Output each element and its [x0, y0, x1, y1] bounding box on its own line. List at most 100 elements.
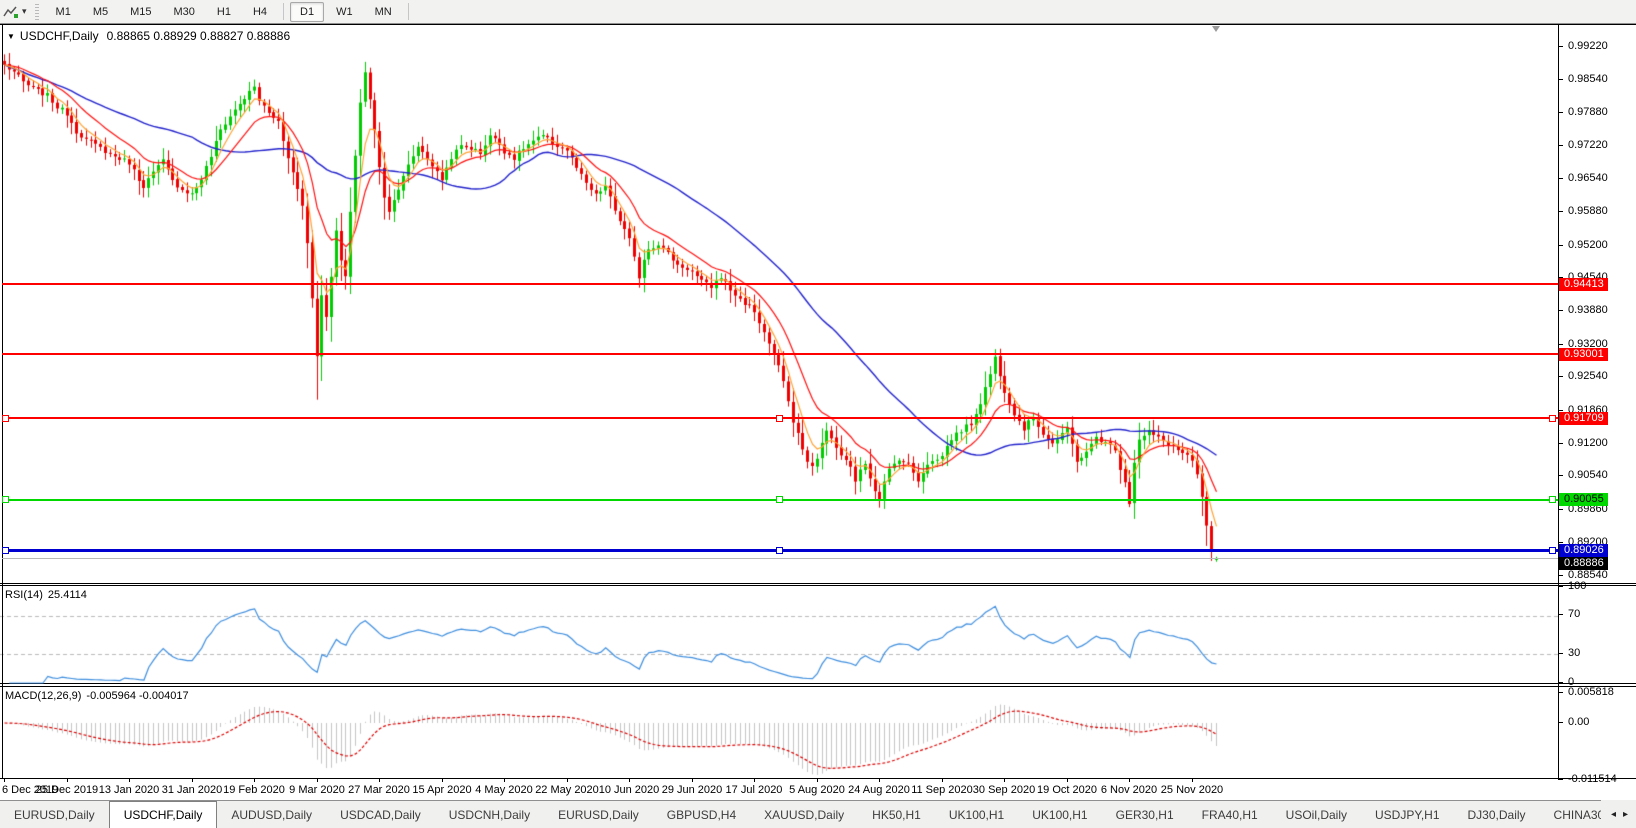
timeframe-m1[interactable]: M1: [55, 5, 71, 18]
date-label-143: 29 Jun 2020: [661, 784, 723, 796]
tab-uk100-h1[interactable]: UK100,H1: [1032, 807, 1088, 822]
hline-handle-2[interactable]: [1549, 496, 1556, 503]
hline-handle-0[interactable]: [2, 415, 9, 422]
hline-price-flag: 0.93001: [1559, 348, 1608, 361]
title-dropdown-icon[interactable]: ▼: [7, 31, 15, 41]
timeframe-m30[interactable]: M30: [173, 5, 195, 18]
tab-ger30-h1[interactable]: GER30,H1: [1115, 807, 1174, 822]
price-tick-0.96540: 0.96540: [1558, 172, 1608, 185]
chart-tab-bar: EURUSD,Daily USDCHF,Daily AUDUSD,Daily USDC…: [0, 800, 1636, 828]
date-tick: [754, 779, 755, 782]
tab-fra40-h1[interactable]: FRA40,H1: [1201, 807, 1258, 822]
price-tick-0.97880: 0.97880: [1558, 106, 1608, 119]
date-tick: [1004, 779, 1005, 782]
tab-dj30-daily[interactable]: DJ30,Daily: [1467, 807, 1526, 822]
date-label-208: 30 Sep 2020: [972, 784, 1036, 796]
shift-marker-icon[interactable]: [1212, 26, 1220, 32]
tab-usoil-daily[interactable]: USOil,Daily: [1285, 807, 1348, 822]
date-label-182: 24 Aug 2020: [848, 784, 910, 796]
macd-values: -0.005964 -0.004017: [86, 690, 189, 702]
rsi-tick-100: 100: [1558, 580, 1586, 593]
date-label-117: 22 May 2020: [535, 784, 599, 796]
price-tick-0.89860: 0.89860: [1558, 503, 1608, 516]
hline-0.94413[interactable]: [2, 283, 1558, 285]
timeframe-h1[interactable]: H1: [216, 5, 231, 18]
macd-canvas[interactable]: [0, 688, 1558, 779]
tab-scroll-right-icon[interactable]: ▸: [1622, 808, 1628, 820]
date-tick: [379, 779, 380, 782]
price-axis-line: [1558, 24, 1559, 779]
date-tick: [129, 779, 130, 782]
date-label-52: 19 Feb 2020: [223, 784, 285, 796]
hline-handle-1[interactable]: [776, 415, 783, 422]
chart-title: ▼ USDCHF,Daily 0.88865 0.88929 0.88827 0…: [7, 29, 290, 43]
tab-usdjpy-h1[interactable]: USDJPY,H1: [1375, 807, 1440, 822]
tab-gbpusd-h4[interactable]: GBPUSD,H4: [666, 807, 737, 822]
date-tick: [254, 779, 255, 782]
hline-handle-0[interactable]: [2, 496, 9, 503]
tab-uk100-h1[interactable]: UK100,H1: [948, 807, 1005, 822]
hline-handle-1[interactable]: [776, 547, 783, 554]
timeframe-w1[interactable]: W1: [336, 5, 353, 18]
price-tick-0.91200: 0.91200: [1558, 437, 1608, 450]
date-tick: [317, 779, 318, 782]
date-label-78: 27 Mar 2020: [348, 784, 410, 796]
rsi-value: 25.4114: [47, 589, 87, 601]
price-tick-0.90540: 0.90540: [1558, 469, 1608, 482]
macd-tick-0.00: 0.00: [1558, 716, 1589, 729]
macd-panel: [0, 686, 1636, 779]
date-label-247: 25 Nov 2020: [1160, 784, 1224, 796]
date-tick: [1192, 779, 1193, 782]
price-tick-0.97220: 0.97220: [1558, 139, 1608, 152]
chart-tools-icon[interactable]: [2, 4, 20, 20]
date-label-221: 19 Oct 2020: [1037, 784, 1097, 796]
date-tick: [692, 779, 693, 782]
date-label-26: 13 Jan 2020: [98, 784, 160, 796]
price-tick-0.93880: 0.93880: [1558, 304, 1608, 317]
hline-price-flag: 0.89026: [1559, 544, 1608, 557]
tab-eurusd-daily[interactable]: EURUSD,Daily: [14, 807, 95, 822]
price-tick-0.95880: 0.95880: [1558, 205, 1608, 218]
tab-usdcnh-daily[interactable]: USDCNH,Daily: [448, 807, 531, 822]
hline-0.93001[interactable]: [2, 353, 1558, 355]
date-label-65: 9 Mar 2020: [289, 784, 345, 796]
rsi-canvas[interactable]: [0, 587, 1558, 684]
macd-tick--0.011514: -0.011514: [1558, 773, 1617, 786]
rsi-tick-30: 30: [1558, 647, 1580, 660]
date-label-169: 5 Aug 2020: [789, 784, 845, 796]
date-label-39: 31 Jan 2020: [161, 784, 223, 796]
tab-xauusd-daily[interactable]: XAUUSD,Daily: [764, 807, 845, 822]
tab-eurusd-daily[interactable]: EURUSD,Daily: [558, 807, 639, 822]
date-label-195: 11 Sep 2020: [911, 784, 973, 796]
main-chart-canvas[interactable]: [0, 26, 1558, 584]
tab-hk50-h1[interactable]: HK50,H1: [872, 807, 921, 822]
tab-audusd-daily[interactable]: AUDUSD,Daily: [231, 807, 313, 822]
hline-handle-2[interactable]: [1549, 547, 1556, 554]
symbol-timeframe-label: USDCHF,Daily: [19, 29, 99, 43]
rsi-tick-70: 70: [1558, 608, 1580, 621]
chart-tools-glyph: [3, 6, 18, 18]
tab-usdcad-daily[interactable]: USDCAD,Daily: [340, 807, 421, 822]
date-tick: [629, 779, 630, 782]
timeframe-m5[interactable]: M5: [92, 5, 109, 18]
timeframe-d1[interactable]: D1: [290, 1, 325, 22]
price-tick-0.95200: 0.95200: [1558, 239, 1608, 252]
timeframe-buttons: M1 M5 M15 M30 H1 H4 D1 W1 MN: [45, 1, 414, 22]
hline-handle-1[interactable]: [776, 496, 783, 503]
price-tick-0.92540: 0.92540: [1558, 370, 1608, 383]
timeframe-mn[interactable]: MN: [374, 5, 392, 18]
date-label-104: 4 May 2020: [475, 784, 533, 796]
timeframe-h4[interactable]: H4: [252, 5, 268, 18]
toolbar: ▾ M1 M5 M15 M30 H1 H4 D1 W1 MN: [0, 0, 1636, 24]
date-tick: [567, 779, 568, 782]
hline-handle-2[interactable]: [1549, 415, 1556, 422]
tab-scroll-left-icon[interactable]: ◂: [1610, 808, 1616, 820]
tab-usdchf-daily[interactable]: USDCHF,Daily: [108, 801, 218, 828]
date-label-234: 6 Nov 2020: [1100, 784, 1158, 796]
hline-handle-0[interactable]: [2, 547, 9, 554]
chevron-down-icon[interactable]: ▾: [22, 6, 27, 16]
date-tick: [1129, 779, 1130, 782]
price-tick-0.88540: 0.88540: [1558, 569, 1608, 582]
timeframe-m15[interactable]: M15: [130, 5, 152, 18]
